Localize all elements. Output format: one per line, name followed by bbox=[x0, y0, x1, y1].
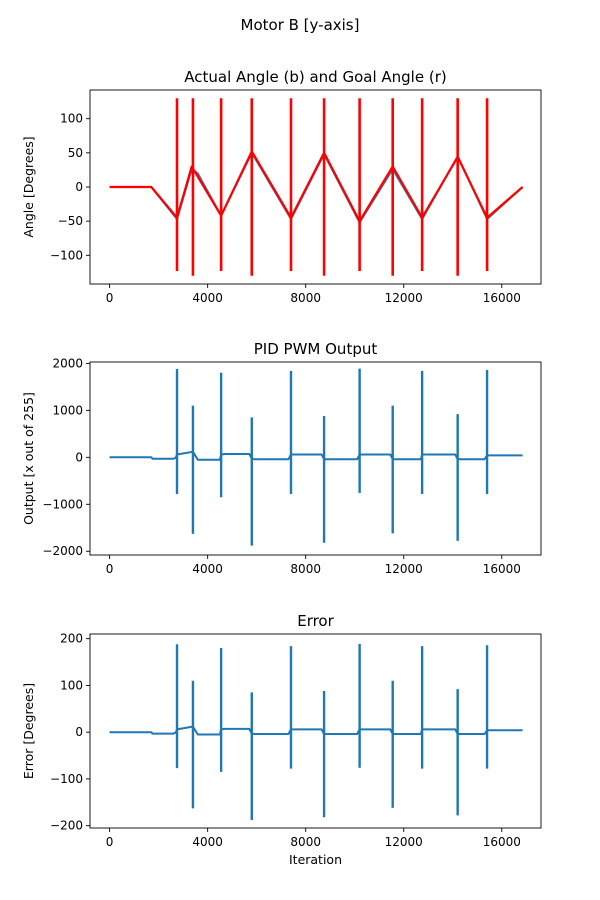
y-tick-label: 200 bbox=[60, 632, 83, 646]
y-tick-label: 0 bbox=[75, 180, 83, 194]
x-tick-label: 16000 bbox=[483, 291, 521, 305]
subplot-3: 0 4000 8000 12000 16000 −200 −100 0 100 200 Error E… bbox=[21, 612, 542, 867]
x-tick-label: 12000 bbox=[385, 562, 423, 576]
y-tick-label: −100 bbox=[50, 772, 83, 786]
plot-area bbox=[109, 643, 523, 821]
plot-frame bbox=[89, 633, 542, 829]
x-tick-label: 12000 bbox=[385, 291, 423, 305]
x-axis-label: Iteration bbox=[289, 852, 342, 867]
y-tick-label: 100 bbox=[60, 112, 83, 126]
y-tick-label: 1000 bbox=[52, 403, 83, 417]
y-tick-label: 2000 bbox=[52, 356, 83, 370]
x-tick-label: 4000 bbox=[192, 291, 223, 305]
x-tick-label: 4000 bbox=[192, 562, 223, 576]
y-tick-label: −100 bbox=[50, 248, 83, 262]
plot-frame bbox=[89, 89, 542, 285]
y-tick-label: −50 bbox=[58, 214, 83, 228]
y-tick-label: −1000 bbox=[42, 497, 83, 511]
x-tick-label: 0 bbox=[106, 562, 114, 576]
x-tick-label: 0 bbox=[106, 835, 114, 849]
x-tick-label: 8000 bbox=[290, 835, 321, 849]
x-tick-label: 0 bbox=[106, 291, 114, 305]
series-line-2 bbox=[109, 150, 524, 223]
x-tick-label: 4000 bbox=[192, 835, 223, 849]
plot-area bbox=[109, 98, 524, 276]
plot-area bbox=[109, 368, 523, 546]
subplot-1: 0 4000 8000 12000 16000 −100 −50 0 50 100 Actual A… bbox=[21, 68, 542, 305]
subplot-title: PID PWM Output bbox=[254, 340, 378, 358]
x-tick-label: 8000 bbox=[290, 291, 321, 305]
y-tick-label: −200 bbox=[50, 819, 83, 833]
x-tick-label: 16000 bbox=[483, 562, 521, 576]
y-tick-label: −2000 bbox=[42, 544, 83, 558]
x-tick-label: 8000 bbox=[290, 562, 321, 576]
x-tick-label: 16000 bbox=[483, 835, 521, 849]
x-tick-label: 12000 bbox=[385, 835, 423, 849]
subplot-title: Error bbox=[297, 612, 334, 630]
subplot-title: Actual Angle (b) and Goal Angle (r) bbox=[184, 68, 446, 86]
series-line-1 bbox=[109, 450, 523, 461]
y-axis-label: Output [x out of 255] bbox=[21, 392, 36, 525]
y-tick-label: 50 bbox=[68, 146, 83, 160]
y-tick-label: 0 bbox=[75, 725, 83, 739]
subplot-2: 0 4000 8000 12000 16000 −2000 −1000 0 1000 2000 PI… bbox=[21, 340, 542, 576]
y-axis-label: Error [Degrees] bbox=[21, 683, 36, 779]
y-axis-label: Angle [Degrees] bbox=[21, 136, 36, 237]
figure-suptitle: Motor B [y-axis] bbox=[241, 16, 360, 34]
y-tick-label: 100 bbox=[60, 678, 83, 692]
series-line-1 bbox=[109, 725, 523, 736]
y-tick-label: 0 bbox=[75, 450, 83, 464]
